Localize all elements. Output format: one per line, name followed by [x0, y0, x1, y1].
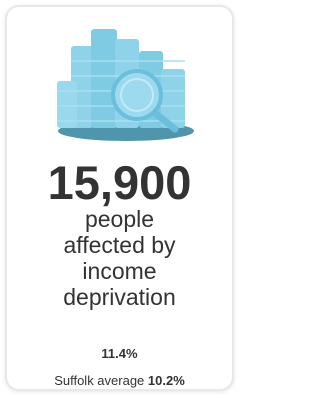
stat-value: 15,900: [7, 157, 232, 209]
rate: 11.4%: [7, 346, 232, 361]
page: {"stat": {"value": "15,900", "descriptio…: [0, 0, 241, 398]
stat-description: people affected by income deprivation: [7, 206, 232, 310]
coins-icon: [51, 21, 201, 146]
comparison-label: Suffolk average: [54, 373, 144, 388]
comparison-value: 10.2%: [148, 373, 185, 388]
comparison: Suffolk average 10.2%: [7, 373, 232, 388]
stat-card: 15,900 people affected by income depriva…: [5, 5, 234, 391]
description-line: people: [7, 206, 232, 232]
description-line: affected by: [7, 232, 232, 258]
description-line: income: [7, 258, 232, 284]
description-line: deprivation: [7, 284, 232, 310]
